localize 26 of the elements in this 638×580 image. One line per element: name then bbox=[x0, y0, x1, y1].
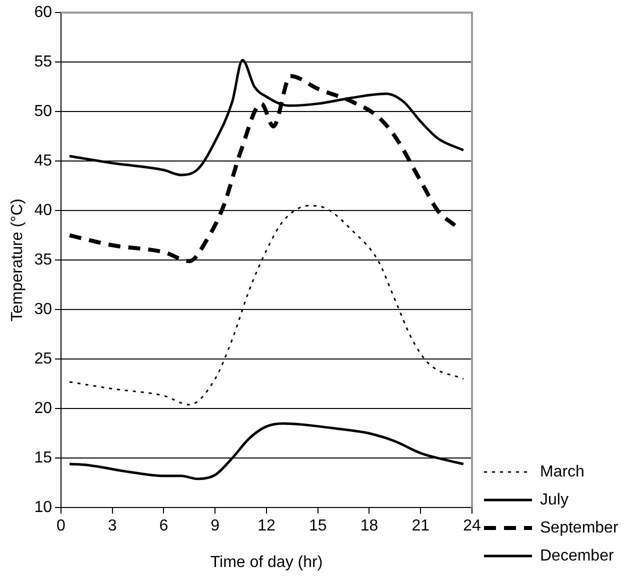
y-tick-label: 50 bbox=[34, 103, 52, 120]
y-tick-label: 35 bbox=[34, 252, 52, 269]
y-tick-label: 10 bbox=[34, 499, 52, 516]
x-axis-title: Time of day (hr) bbox=[210, 554, 323, 571]
x-tick-label: 12 bbox=[258, 518, 276, 535]
x-tick-label: 6 bbox=[159, 518, 168, 535]
x-tick-label: 9 bbox=[210, 518, 220, 535]
y-tick-label: 55 bbox=[34, 54, 52, 71]
x-tick-label: 18 bbox=[360, 518, 378, 535]
y-tick-label: 25 bbox=[34, 350, 52, 368]
y-tick-label: 15 bbox=[34, 450, 52, 467]
y-tick-label: 30 bbox=[34, 301, 52, 318]
y-tick-label: 20 bbox=[34, 400, 52, 418]
legend-label: December bbox=[540, 547, 614, 564]
x-tick-label: 24 bbox=[463, 518, 481, 535]
legend-label: September bbox=[540, 519, 619, 536]
y-axis-title: Temperature (°C) bbox=[9, 198, 26, 322]
x-tick-label: 15 bbox=[308, 518, 327, 535]
x-tick-label: 21 bbox=[412, 518, 430, 535]
legend-label: July bbox=[540, 491, 568, 508]
y-tick-label: 45 bbox=[34, 152, 52, 170]
x-tick-label: 0 bbox=[56, 518, 66, 535]
legend-label: March bbox=[540, 463, 584, 480]
x-tick-label: 3 bbox=[108, 518, 117, 535]
y-tick-label: 40 bbox=[34, 202, 52, 220]
y-tick-label: 60 bbox=[34, 4, 52, 22]
